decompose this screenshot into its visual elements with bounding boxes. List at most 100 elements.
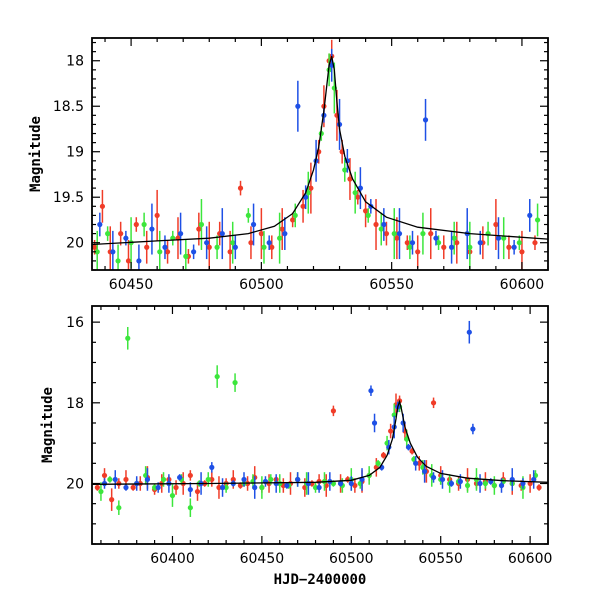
data-point-red [454, 240, 460, 246]
data-point-blue [477, 240, 483, 246]
data-point-red [363, 208, 369, 214]
data-point-blue [381, 221, 387, 228]
data-point-blue [155, 484, 161, 491]
data-point-blue [422, 468, 428, 474]
data-point-red [94, 484, 100, 491]
data-point-blue [273, 480, 279, 487]
data-point-red [125, 258, 132, 264]
data-point-red [536, 484, 542, 491]
data-point-blue [187, 486, 193, 493]
data-point-blue [282, 231, 288, 237]
data-point-blue [209, 464, 215, 470]
data-point-blue [527, 212, 533, 219]
data-point-green [391, 412, 397, 418]
data-point-blue [405, 444, 412, 450]
data-point-green [516, 240, 522, 246]
data-point-green [198, 221, 205, 228]
data-point-blue [495, 235, 502, 241]
data-point-blue [219, 231, 225, 237]
data-point-red [506, 244, 512, 250]
data-point-green [491, 482, 497, 489]
plot-area [92, 320, 548, 517]
data-point-green [214, 373, 220, 380]
x-tick-label: 60600 [508, 551, 553, 567]
data-point-green [169, 492, 176, 499]
data-point-red [144, 244, 150, 250]
data-point-green [312, 484, 319, 491]
x-tick-label: 60550 [369, 277, 414, 293]
data-point-blue [422, 117, 429, 123]
data-point-blue [123, 235, 129, 241]
data-point-green [183, 253, 189, 259]
data-point-red [130, 484, 136, 491]
data-point-blue [531, 476, 537, 483]
y-tick-label: 20 [66, 236, 84, 252]
data-point-red [154, 212, 160, 219]
data-point-blue [191, 249, 197, 255]
data-point-blue [295, 476, 301, 483]
data-point-red [383, 231, 390, 237]
data-point-blue [466, 329, 472, 335]
data-point-red [300, 203, 306, 209]
data-point-red [279, 226, 285, 232]
data-point-blue [305, 480, 311, 487]
data-point-green [160, 476, 167, 483]
data-point-red [394, 235, 400, 241]
data-point-red [118, 231, 124, 237]
data-point-red [194, 488, 201, 495]
data-point-green [107, 476, 113, 483]
data-point-green [534, 217, 541, 223]
data-point-red [99, 203, 106, 209]
data-point-red [227, 249, 233, 255]
data-point-green [501, 235, 507, 241]
data-point-green [467, 244, 473, 250]
data-point-red [430, 400, 437, 406]
x-tick-label: 60400 [150, 551, 195, 567]
data-point-red [493, 221, 499, 228]
data-point-blue [266, 240, 272, 246]
x-tick-label: 60450 [109, 277, 154, 293]
series-red [94, 393, 542, 511]
data-point-green [277, 235, 283, 241]
data-point-green [420, 231, 426, 237]
data-point-green [305, 190, 311, 196]
data-point-blue [470, 426, 476, 432]
x-tick-label: 60500 [329, 551, 374, 567]
data-point-red [164, 249, 171, 255]
data-point-red [308, 185, 314, 191]
data-point-blue [413, 460, 419, 466]
data-point-red [230, 476, 236, 483]
data-point-red [519, 249, 525, 255]
data-point-green [352, 190, 358, 196]
data-point-blue [295, 103, 301, 109]
data-point-green [94, 249, 100, 255]
data-point-red [92, 244, 98, 250]
data-point-blue [371, 420, 378, 426]
data-point-red [206, 244, 212, 250]
data-point-blue [337, 480, 344, 487]
data-point-blue [123, 484, 129, 491]
data-point-blue [177, 231, 184, 237]
series-green [98, 326, 539, 517]
data-point-green [214, 244, 220, 250]
data-point-blue [112, 476, 118, 483]
x-tick-label: 60600 [500, 277, 545, 293]
plot-frame [91, 37, 549, 271]
data-point-green [151, 484, 158, 491]
data-point-blue [520, 480, 526, 487]
data-point-blue [162, 244, 168, 250]
data-point-green [187, 505, 193, 511]
data-point-green [230, 240, 236, 246]
data-point-red [373, 221, 379, 228]
data-point-blue [284, 482, 290, 489]
data-point-blue [232, 244, 238, 250]
data-point-blue [433, 235, 439, 241]
x-axis-label: HJD−2400000 [274, 572, 367, 588]
data-point-blue [110, 249, 116, 255]
data-point-red [187, 472, 193, 479]
data-point-red [388, 428, 394, 434]
data-point-green [435, 240, 442, 246]
data-point-red [347, 176, 353, 182]
data-point-blue [136, 258, 142, 264]
